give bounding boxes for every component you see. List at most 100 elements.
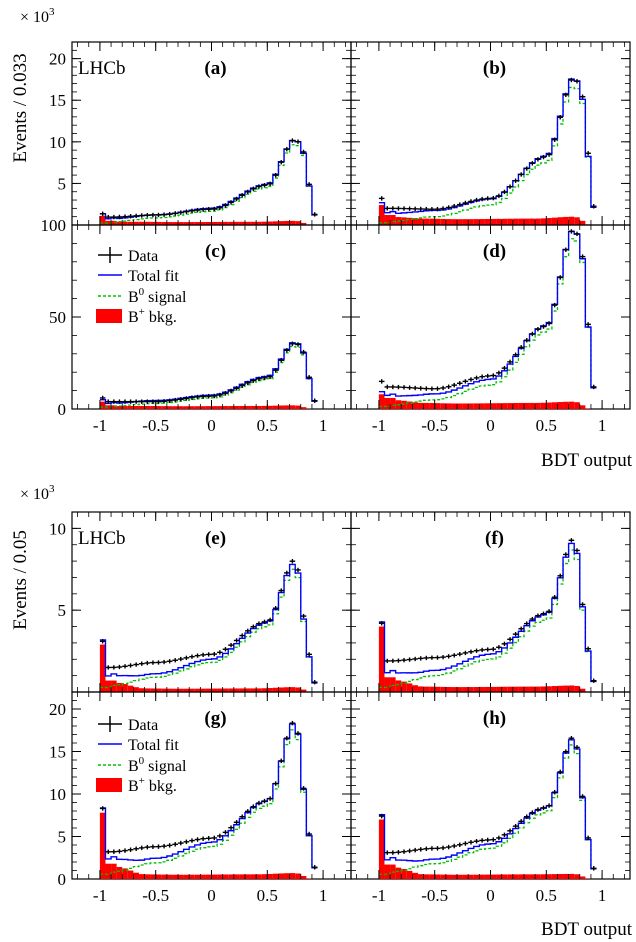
background-bar [406,683,413,692]
background-bar [535,874,541,879]
background-bar [111,680,117,692]
background-bar [250,874,257,879]
background-bar [406,870,413,879]
background-bar [551,217,558,225]
background-bar [501,403,508,409]
background-bar [144,405,151,409]
x-tick-label: 0 [207,886,216,905]
signal-histogram [378,744,597,875]
background-bar [384,677,391,692]
panel-h: -1 -0.5 0 0.5 1 (h) [350,691,631,905]
background-bar [395,867,402,879]
background-bar [111,405,117,409]
legend-bkg-label: B+ bkg. [128,775,177,795]
background-bar [523,874,530,879]
background-bar [233,221,240,225]
background-bar [473,219,480,225]
background-bar [557,217,564,225]
x-tick-label: 1 [319,416,328,435]
bottom-x-axis-label: BDT output [541,919,633,940]
x-tick-label: 0 [486,416,495,435]
background-bar [289,873,296,879]
background-bar [172,406,179,409]
x-tick-label: -0.5 [142,886,169,905]
background-bar [272,873,279,879]
background-bar [546,218,552,225]
background-bar [194,222,201,225]
background-bar [133,687,139,692]
background-bar [468,219,474,225]
y-tick-label: 15 [49,91,66,110]
y-tick-label: 50 [49,308,66,327]
background-bar [496,218,502,225]
background-bar [116,682,123,692]
background-bar [429,403,435,409]
bottom-multiplier: × 103 [20,483,55,503]
background-bar [127,221,134,225]
y-tick-label: 0 [58,870,67,889]
background-bar [105,405,112,409]
background-bar [412,402,418,409]
background-bar [133,221,139,225]
background-bar [512,874,519,879]
panel-d: -1 -0.5 0 0.5 1 (d) [350,224,631,435]
background-bar [111,220,117,225]
background-bar [401,681,407,692]
background-bar [200,688,206,692]
background-bar [183,222,190,225]
background-bar [546,686,552,692]
background-bar [205,221,212,225]
y-tick-label: 20 [49,50,66,69]
x-tick-label: 0 [486,886,495,905]
background-bar [133,872,139,879]
background-bar [211,406,218,409]
top-y-axis-label: Events / 0.033 [10,53,31,162]
background-bar [551,686,558,692]
background-bar [423,402,430,409]
background-bar [194,406,201,409]
background-bar [445,687,452,692]
panel-label: (d) [483,241,506,262]
background-bar [122,868,128,879]
background-bar [155,221,162,225]
background-bar [284,873,290,879]
total-fit-histogram [378,542,597,683]
background-bar [289,405,296,409]
background-bar [557,402,564,409]
x-tick-label: 0.5 [536,886,557,905]
bottom-y-axis-label: Events / 0.05 [10,530,31,630]
signal-histogram [378,86,597,224]
background-bar [161,221,167,225]
background-bar [490,218,497,225]
background-bar [440,218,446,225]
background-bar [150,874,156,879]
background-bar [378,394,385,409]
background-bar [256,405,262,409]
background-bar [300,407,307,409]
background-bar [468,687,474,692]
background-bar [551,874,558,879]
panel-g: 0 5 10 15 20 -1 -0.5 0 0.5 1 (g) [49,691,352,905]
background-bar [417,874,424,879]
background-bar [256,688,262,692]
background-bar [200,222,206,225]
background-bar [378,819,385,879]
panel-f: (f) [350,511,631,693]
y-tick-label: 10 [49,785,66,804]
background-bar [205,688,212,692]
x-tick-label: 0.5 [257,886,278,905]
background-bar [166,222,173,225]
background-bar [256,221,262,225]
panel-a: 5 10 15 20 (a) [49,41,352,226]
background-bar [300,876,307,879]
background-bar [205,406,212,409]
background-bar [473,874,480,879]
background-bar [518,874,524,879]
background-bar [507,218,513,225]
total-fit-histogram [378,739,597,870]
background-bar [122,406,128,409]
background-bar [155,406,162,409]
background-bar [261,221,268,225]
legend-signal-label: B0 signal [128,286,187,306]
background-bar [451,219,458,225]
